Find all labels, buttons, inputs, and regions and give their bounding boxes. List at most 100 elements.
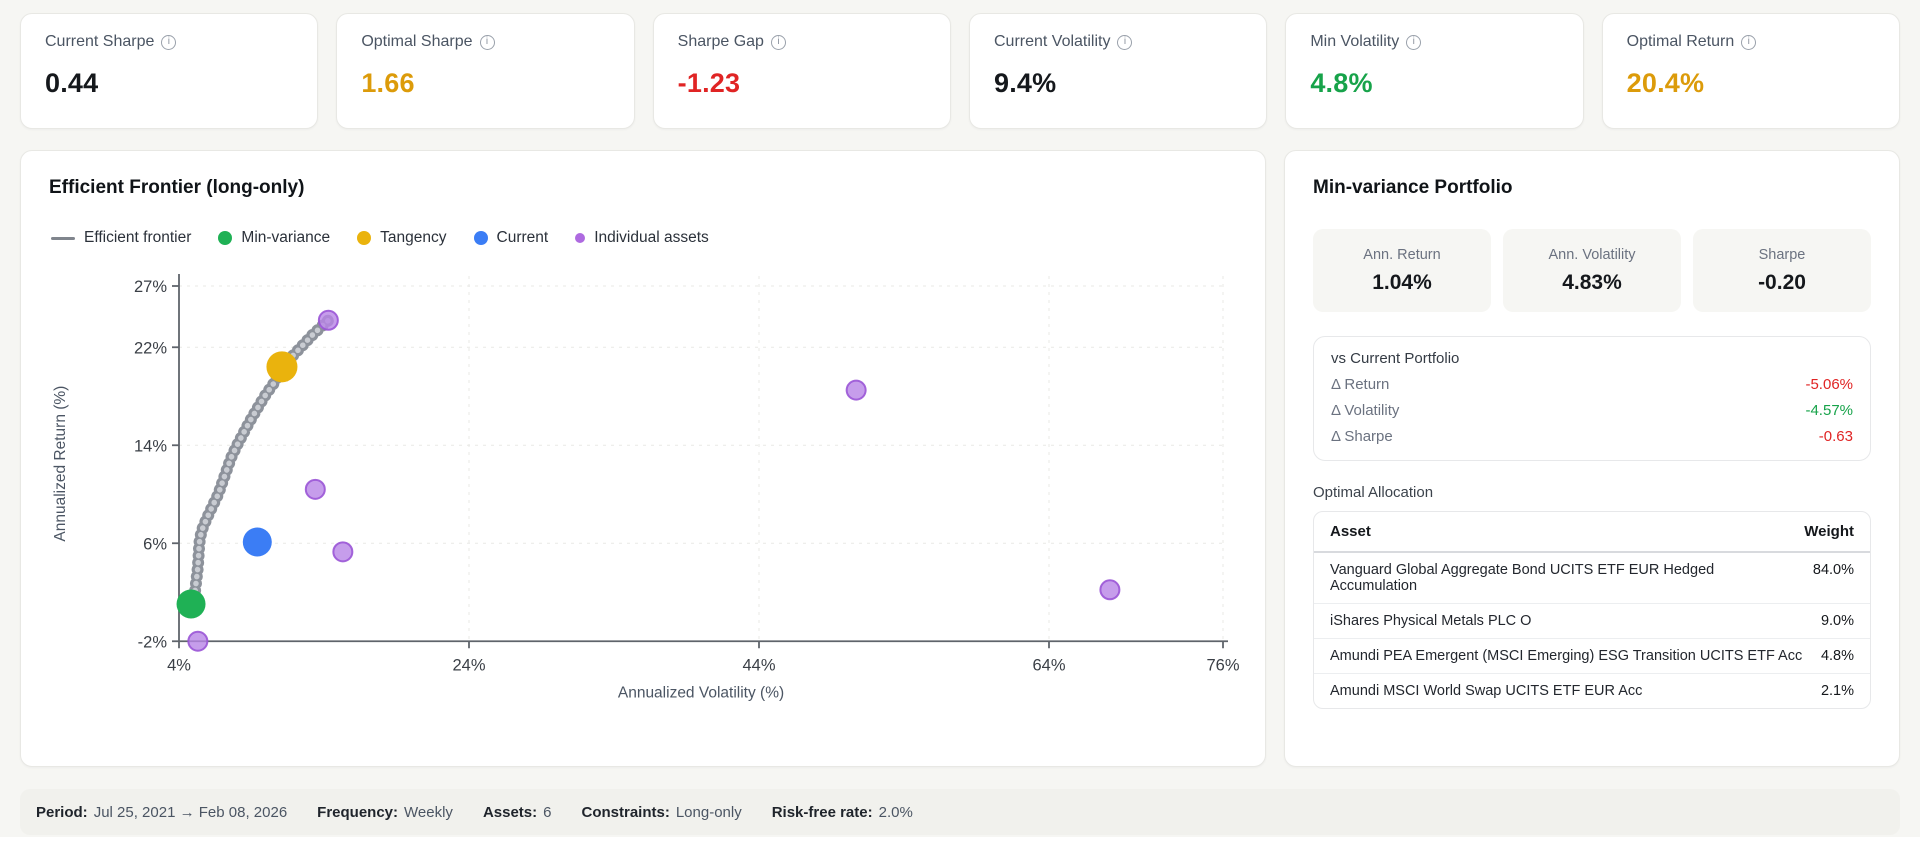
vs-current-row: Δ Return -5.06% [1331,376,1853,393]
y-tick-label: -2% [138,633,168,651]
allocation-table-row: Vanguard Global Aggregate Bond UCITS ETF… [1314,553,1870,603]
legend-dot-swatch [473,231,488,245]
stat-card: Current Volatility i 9.4% [968,13,1268,129]
stat-card-label-text: Sharpe Gap [677,33,764,50]
vs-row-value: -5.06% [1805,376,1853,393]
vs-row-value: -4.57% [1805,402,1853,419]
footer-item-label: Frequency: [317,803,399,821]
legend-item-tangency[interactable]: Tangency [357,229,447,247]
info-icon[interactable]: i [479,34,495,50]
x-tick-label: 76% [1206,656,1239,674]
right-panel-title: Min-variance Portfolio [1313,177,1513,198]
legend-item-efficient-frontier[interactable]: Efficient frontier [51,229,191,247]
mini-stat-label: Ann. Return [1363,246,1441,263]
vs-current-title: vs Current Portfolio [1331,350,1460,367]
legend-label: Min-variance [241,229,331,246]
allocation-asset-name: Amundi PEA Emergent (MSCI Emerging) ESG … [1330,648,1803,664]
footer-item-label: Assets: [482,803,538,821]
info-icon[interactable]: i [770,34,786,50]
allocation-asset-name: Vanguard Global Aggregate Bond UCITS ETF… [1330,562,1715,594]
legend-dot-swatch [575,233,586,243]
y-tick-label: 22% [134,339,167,357]
info-icon[interactable]: i [1406,34,1422,50]
individual-asset-point[interactable] [317,309,339,331]
main-row: Efficient Frontier (long-only) Efficient… [20,150,1900,767]
mini-stat-label: Sharpe [1758,246,1806,263]
allocation-asset-weight: 84.0% [1812,562,1854,578]
footer-item-value: Long-only [675,803,742,821]
individual-asset-point[interactable] [1099,579,1121,601]
vs-current-rows: Δ Return -5.06% Δ Volatility -4.57% Δ Sharpe… [1331,376,1853,445]
allocation-asset-weight: 9.0% [1820,613,1854,629]
vs-current-box: vs Current Portfolio Δ Return -5.06% Δ Vol… [1313,336,1871,461]
optimal-allocation-label: Optimal Allocation [1313,484,1434,501]
footer-item: Assets: 6 [483,804,552,821]
footer-item-value: 6 [543,803,552,821]
vs-row-label: Δ Volatility [1331,402,1400,419]
vs-row-value: -0.63 [1818,428,1853,445]
mini-stat: Ann. Volatility 4.83% [1503,229,1681,312]
mini-stat-label: Ann. Volatility [1548,246,1636,263]
allocation-table: Asset Weight Vanguard Global Aggregate B… [1313,511,1871,709]
allocation-table-row: iShares Physical Metals PLC O 9.0% [1314,603,1870,638]
mini-stats-row: Ann. Return 1.04% Ann. Volatility 4.83% Shar… [1313,229,1871,312]
y-axis-label: Annualized Return (%) [52,386,69,542]
individual-asset-point[interactable] [845,379,867,401]
info-icon[interactable]: i [1117,34,1133,50]
y-tick-label: 14% [134,437,167,455]
legend-label: Efficient frontier [84,229,192,246]
efficient-frontier-chart: -2% 6% 14% 22% 27% 4% 24% 44% 64% 76% Annualized V… [52,274,1239,701]
x-tick-label: 4% [167,656,191,674]
footer-item: Period: Jul 25, 2021 → Feb 08, 2026 [36,804,287,821]
stat-card-label: Sharpe Gap i [678,33,926,51]
allocation-asset-name: Amundi MSCI World Swap UCITS ETF EUR Acc [1330,683,1643,699]
y-tick-label: 27% [134,278,167,296]
footer-item: Constraints: Long-only [581,804,741,821]
footer-item-value: Weekly [404,803,453,821]
stat-card: Min Volatility i 4.8% [1285,13,1584,129]
stat-card-value: 0.44 [45,68,99,98]
footer-item-label: Constraints: [581,803,670,821]
min-variance-point[interactable] [176,589,206,619]
legend-item-current[interactable]: Current [473,229,548,247]
info-icon[interactable]: i [161,34,177,50]
vs-current-row: Δ Sharpe -0.63 [1331,428,1853,445]
footer-item: Frequency: Weekly [317,804,453,821]
allocation-col-asset: Asset [1330,523,1371,540]
current-point[interactable] [242,527,272,557]
footer-item-label: Period: [36,803,88,821]
tangency-point[interactable] [266,351,298,383]
legend-item-min-variance[interactable]: Min-variance [218,229,330,247]
footer-item-label: Risk-free rate: [771,803,873,821]
x-axis-label: Annualized Volatility (%) [618,684,784,701]
stat-card: Sharpe Gap i -1.23 [652,13,951,129]
x-tick-label: 24% [452,656,485,674]
stat-card: Current Sharpe i 0.44 [20,13,319,129]
info-icon[interactable]: i [1741,34,1757,50]
legend-dot-swatch [357,231,372,245]
legend-item-individual-assets[interactable]: Individual assets [575,229,709,247]
individual-asset-point[interactable] [187,630,209,652]
individual-asset-point[interactable] [332,541,354,563]
legend-label: Individual assets [594,229,709,246]
allocation-table-row: Amundi MSCI World Swap UCITS ETF EUR Acc… [1314,673,1870,708]
mini-stat-value: -0.20 [1758,270,1806,294]
chart-legend: Efficient frontier Min-variance Tangency Cu… [49,229,1237,247]
footer-item: Risk-free rate: 2.0% [772,804,913,821]
legend-label: Tangency [380,229,447,246]
x-tick-label: 44% [742,656,775,674]
stat-card-label-text: Optimal Return [1626,33,1735,50]
allocation-table-header: Asset Weight [1314,512,1870,553]
efficient-frontier-line [188,314,335,611]
efficient-frontier-panel: Efficient Frontier (long-only) Efficient… [20,150,1266,767]
stat-card-value: 4.8% [1310,68,1373,98]
x-tick-label: 64% [1032,656,1065,674]
legend-line-swatch [51,236,75,240]
stat-card-label: Optimal Sharpe i [361,33,609,51]
stat-card: Optimal Return i 20.4% [1601,13,1900,129]
stat-card-label: Current Sharpe i [45,33,293,51]
vs-current-row: Δ Volatility -4.57% [1331,402,1853,419]
allocation-col-weight: Weight [1804,523,1854,540]
individual-asset-point[interactable] [304,478,326,500]
